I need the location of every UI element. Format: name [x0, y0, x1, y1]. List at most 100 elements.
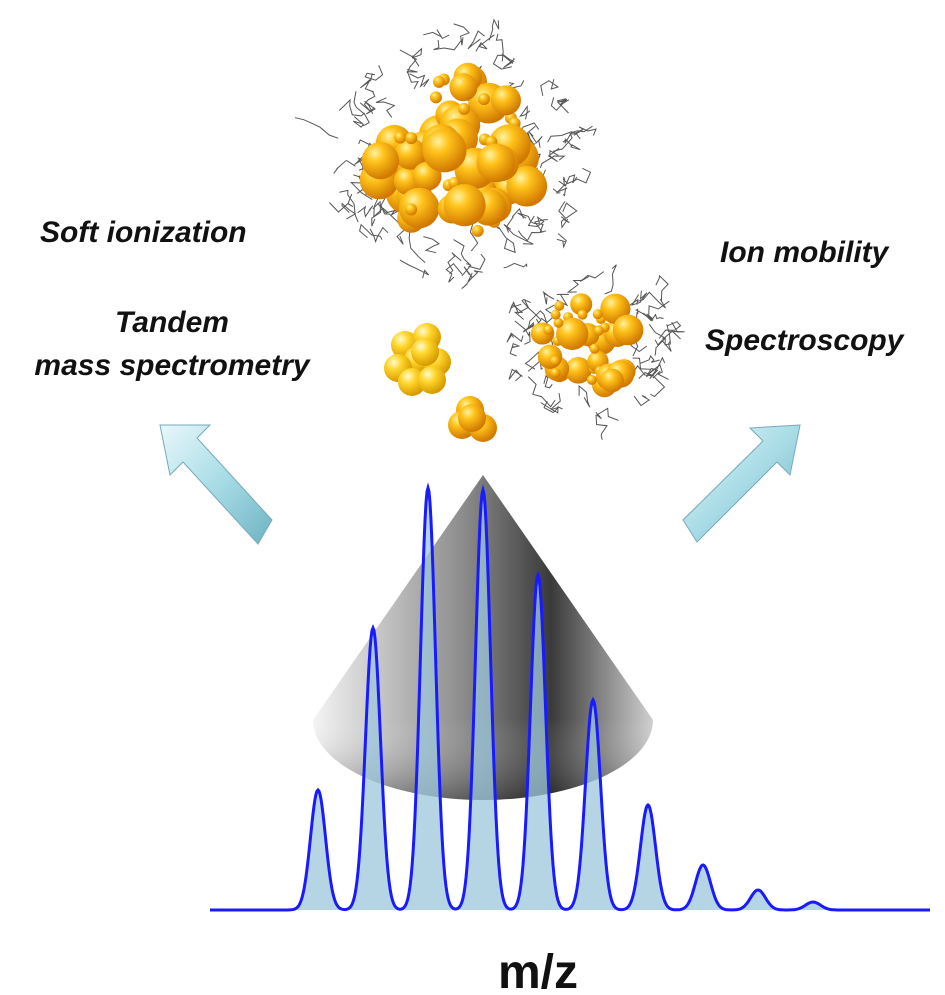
atom	[554, 300, 565, 311]
axis-label: m/z	[498, 946, 578, 995]
ligand	[654, 339, 672, 352]
ligand	[564, 125, 593, 144]
atom	[405, 132, 418, 145]
atom	[449, 73, 478, 102]
ligand	[519, 105, 531, 120]
ligand	[339, 189, 359, 223]
ligand	[341, 202, 357, 220]
ligand	[539, 155, 566, 168]
ligand	[550, 97, 569, 114]
label-tandem: mass spectrometry	[34, 349, 310, 382]
ligand	[649, 356, 666, 379]
atom	[398, 187, 440, 229]
ligand	[433, 39, 463, 51]
ligand	[467, 30, 485, 50]
ligand	[406, 55, 420, 74]
ligand	[453, 23, 470, 46]
atom	[612, 314, 644, 346]
ligand	[497, 226, 516, 254]
ligand	[633, 395, 651, 407]
ligand	[522, 321, 535, 334]
gold-clusters	[359, 62, 644, 442]
atom	[471, 224, 484, 237]
atom	[553, 317, 564, 328]
ligand	[503, 223, 534, 245]
ligand	[542, 291, 555, 305]
ligand	[547, 147, 560, 163]
ligand	[510, 303, 525, 320]
ligand	[595, 414, 608, 440]
ligand	[488, 18, 500, 41]
ligand	[357, 205, 374, 218]
ligand	[566, 279, 583, 293]
ligand	[514, 320, 531, 345]
ligand	[552, 129, 583, 152]
ligand	[643, 312, 664, 322]
ligand	[294, 117, 339, 139]
ligand	[540, 78, 560, 96]
atom	[478, 93, 491, 106]
atom	[361, 141, 400, 180]
ligand	[375, 97, 396, 118]
ligand	[492, 54, 514, 70]
ligand	[649, 363, 669, 380]
label-soft-ionization: Soft ionization	[40, 216, 247, 249]
label-tandem: Tandem	[115, 306, 229, 339]
ligand	[604, 264, 617, 295]
ligand	[527, 310, 548, 329]
ligand	[501, 53, 515, 69]
atom	[394, 138, 427, 170]
ligand	[461, 253, 486, 277]
ligand	[595, 407, 619, 421]
atom	[433, 75, 446, 88]
ligand	[399, 259, 430, 279]
ligand	[556, 293, 569, 307]
ligand	[371, 200, 382, 227]
ligand	[503, 262, 528, 269]
ligand	[423, 236, 441, 254]
ligand	[658, 321, 682, 339]
ligand	[524, 351, 540, 372]
atom	[592, 309, 603, 320]
ligand	[328, 193, 354, 213]
ligand	[406, 69, 419, 90]
atom	[589, 343, 600, 354]
label-ion-mobility: Ion mobility	[720, 236, 890, 269]
ligand	[547, 131, 581, 143]
atom	[476, 143, 516, 183]
ligand	[508, 368, 523, 382]
atom	[506, 165, 548, 207]
ligand	[517, 230, 547, 242]
ligand	[556, 98, 570, 106]
ligand	[527, 376, 556, 408]
arrow-right	[682, 424, 801, 543]
spectrum-line	[210, 482, 930, 912]
atom	[429, 91, 442, 104]
atom	[537, 344, 563, 369]
atom	[491, 85, 521, 116]
atom	[422, 128, 467, 173]
ligand	[666, 321, 685, 333]
ligand	[447, 252, 462, 275]
ligand	[353, 91, 370, 127]
ligand	[648, 324, 681, 340]
atom	[570, 293, 593, 316]
ligand	[338, 98, 366, 117]
atom	[577, 309, 588, 320]
ligand	[632, 365, 654, 379]
ligand	[654, 333, 671, 356]
atom	[593, 325, 604, 336]
ligand	[506, 332, 524, 343]
ligand	[521, 298, 542, 325]
atom	[418, 366, 446, 394]
atom	[556, 317, 589, 350]
ligand	[632, 357, 654, 378]
ligand	[359, 223, 383, 240]
atom	[564, 357, 592, 384]
ligand	[643, 300, 670, 320]
ligand	[369, 226, 389, 244]
ligand	[423, 29, 450, 40]
ligand	[364, 100, 376, 115]
ligand	[364, 65, 384, 81]
